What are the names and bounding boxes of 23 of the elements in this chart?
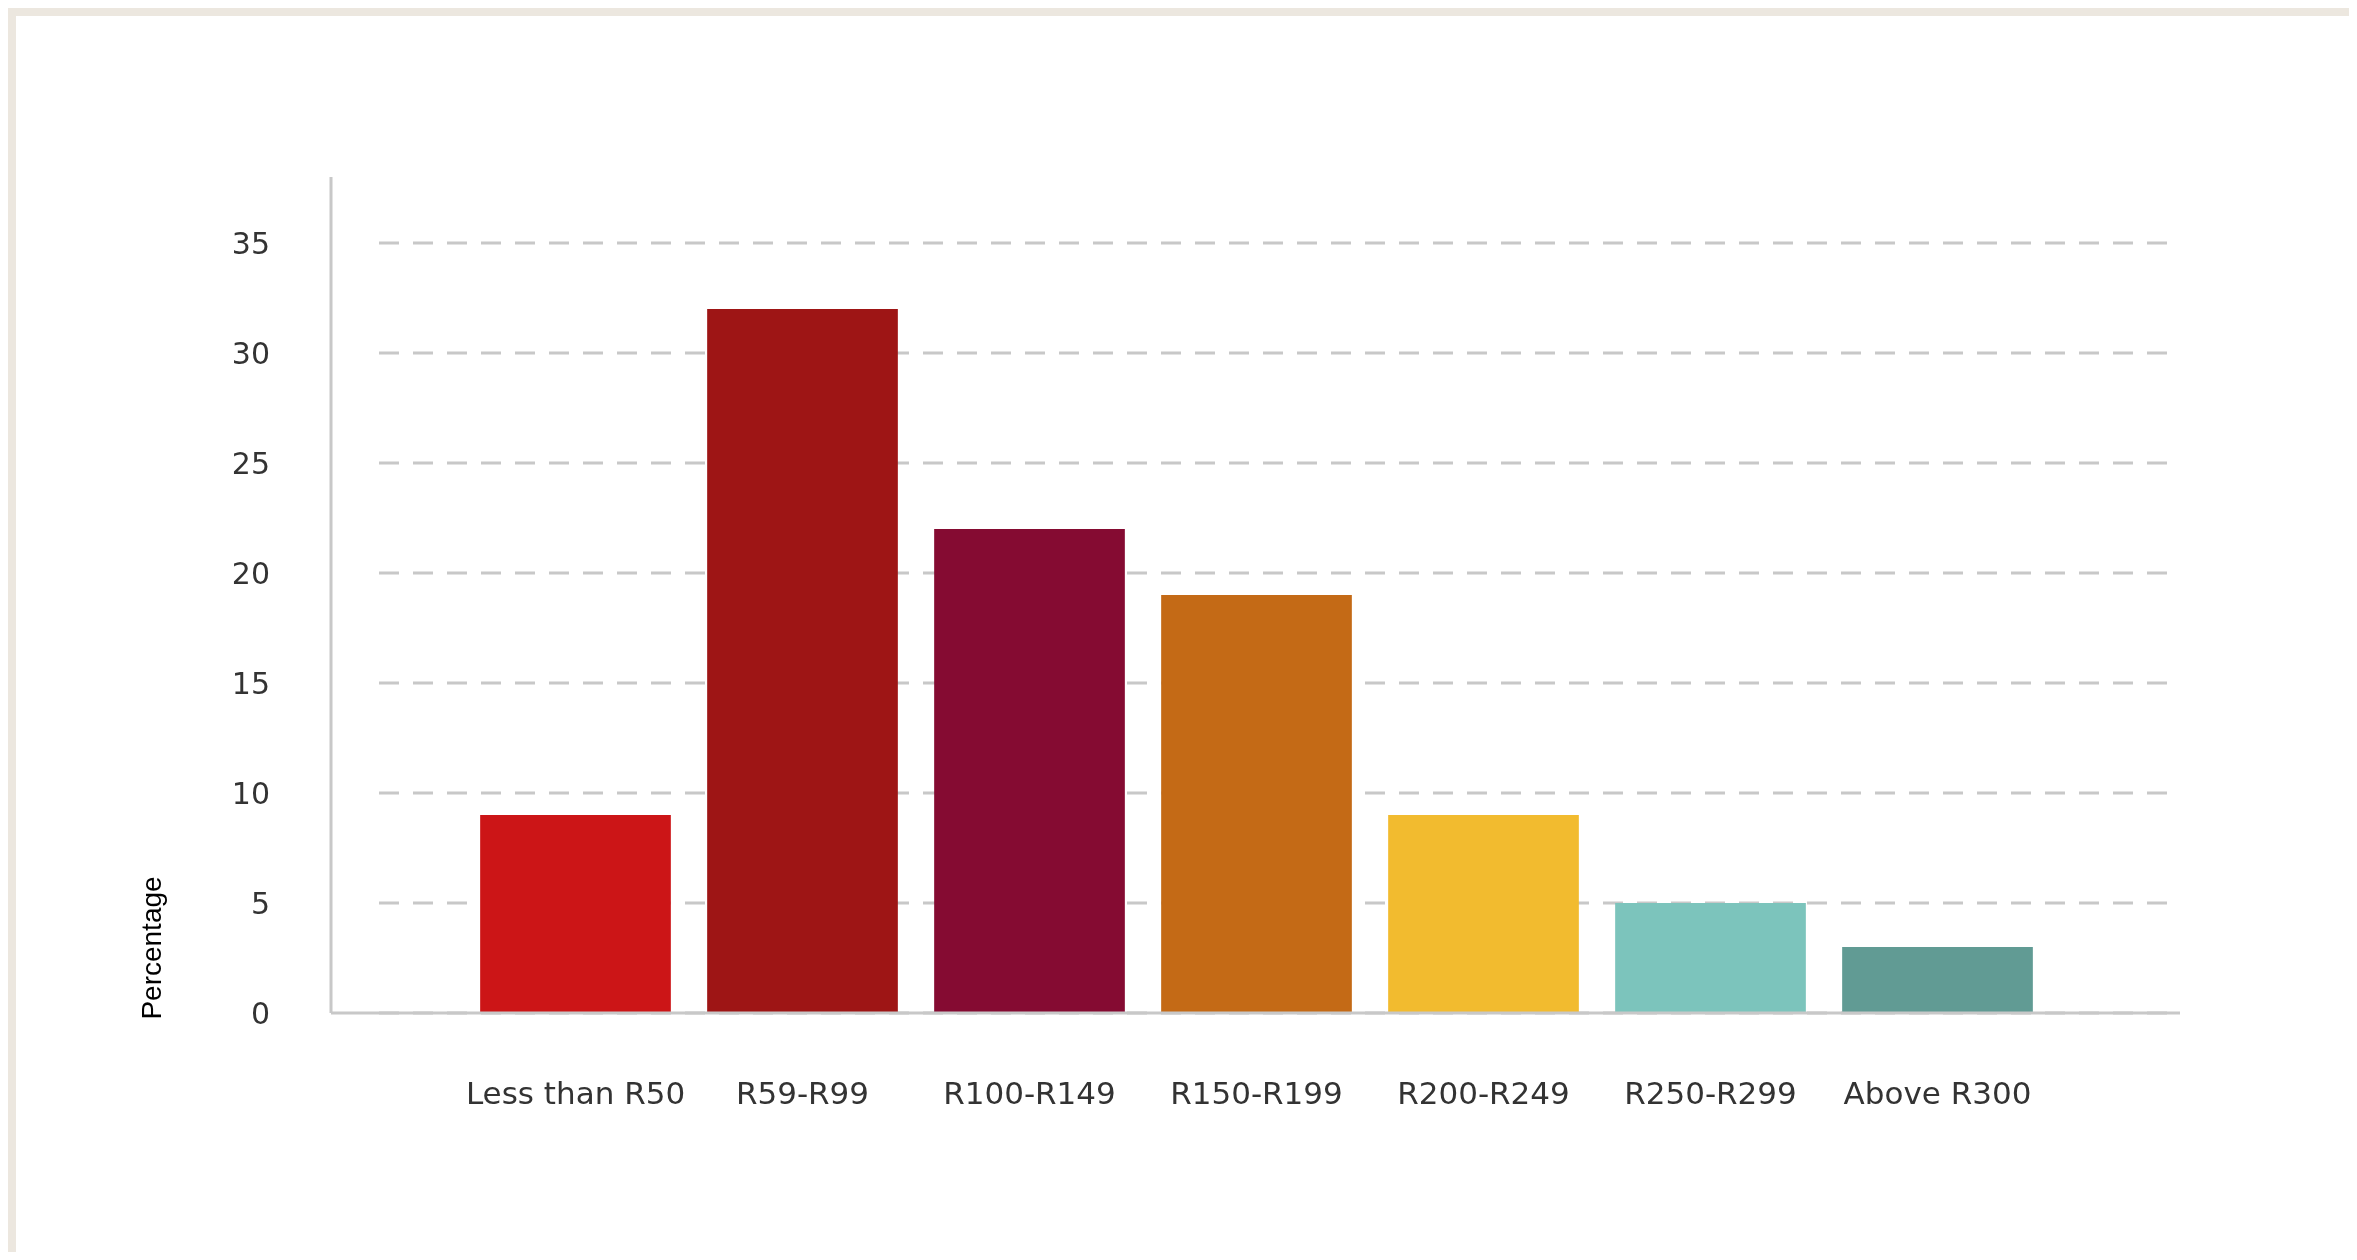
- y-tick-label: 10: [231, 775, 270, 811]
- y-tick-label: 30: [231, 335, 270, 371]
- y-tick-label: 25: [231, 445, 270, 481]
- bar: [934, 529, 1125, 1013]
- y-tick-label: 15: [231, 665, 270, 701]
- bar: [1388, 815, 1579, 1013]
- y-tick-label: 5: [250, 885, 270, 921]
- bar: [1161, 595, 1352, 1013]
- x-tick-label: R200-R249: [1397, 1075, 1570, 1111]
- bar: [480, 815, 671, 1013]
- x-tick-label: Less than R50: [465, 1075, 686, 1111]
- x-tick-label: R250-R299: [1624, 1075, 1797, 1111]
- y-tick-label: 20: [231, 555, 270, 591]
- y-tick-label: 0: [250, 995, 270, 1031]
- bar: [707, 309, 898, 1013]
- x-tick-label: R100-R149: [943, 1075, 1116, 1111]
- x-tick-label: Above R300: [1843, 1075, 2032, 1111]
- bar: [1615, 903, 1806, 1013]
- bar: [1842, 947, 2033, 1013]
- x-tick-label: R59-R99: [735, 1075, 870, 1111]
- y-axis-title: Percentage: [135, 876, 167, 1020]
- x-tick-label: R150-R199: [1170, 1075, 1343, 1111]
- y-tick-label: 35: [231, 225, 270, 261]
